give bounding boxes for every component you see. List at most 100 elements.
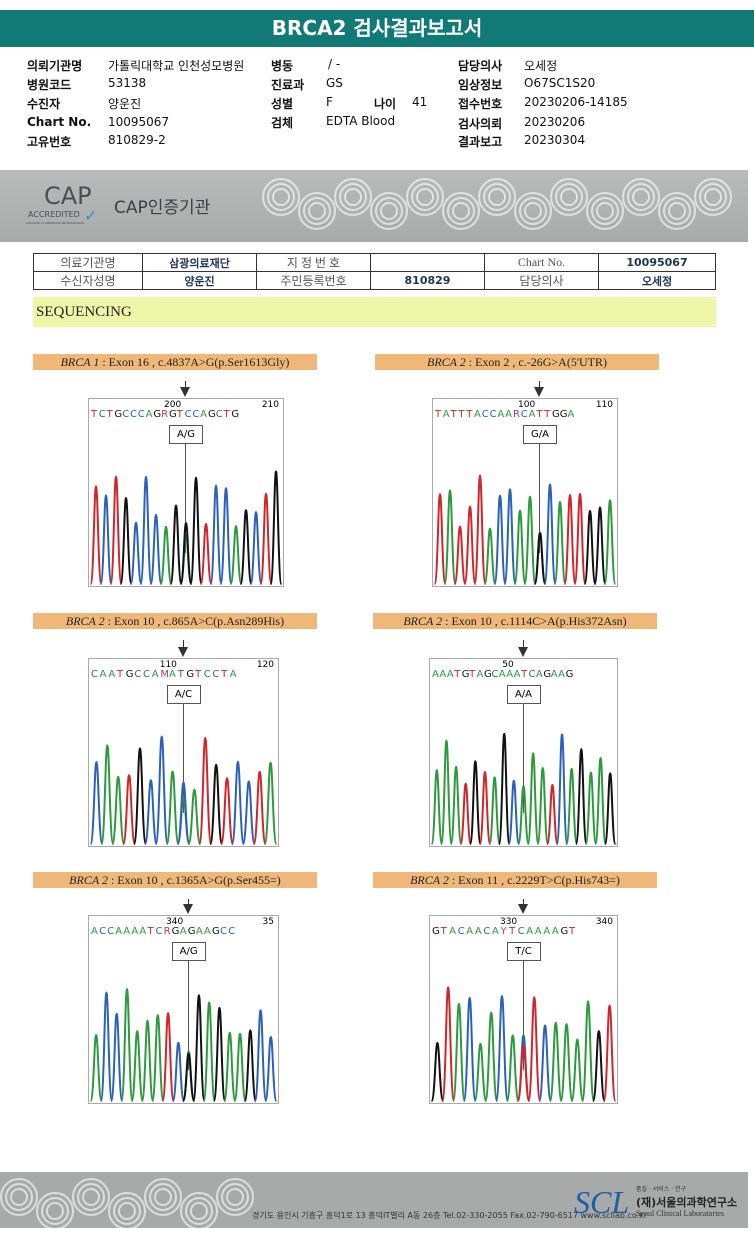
base-call: G [543, 669, 554, 680]
trace-peak [99, 494, 113, 585]
base-call: A [528, 409, 538, 420]
base-call: A [506, 669, 516, 680]
cell: 주민등록번호 [256, 271, 371, 290]
base-call: T [223, 409, 232, 420]
base-call: C [481, 409, 491, 420]
wave-curl [488, 188, 506, 206]
trace-peak [603, 499, 617, 585]
trace-peak [430, 769, 444, 845]
arrow-icon [517, 640, 528, 657]
patient-info: 의뢰기관명 가톨릭대학교 인천성모병원 병원코드 53138 수진자 양운진 Char… [0, 0, 754, 160]
trace-peak [462, 996, 477, 1102]
trace-peak [249, 511, 263, 585]
info-label: 병원코드 [27, 78, 72, 92]
cell: 오세정 [598, 271, 716, 290]
base-call: T [454, 669, 463, 680]
trace-peak [440, 739, 453, 845]
trace-peak [463, 505, 477, 585]
base-call: A [145, 409, 155, 420]
wave-curl [550, 178, 588, 216]
base-call: A [543, 926, 553, 937]
trace-peak [517, 785, 530, 845]
base-call: C [134, 669, 144, 680]
trace-plot [89, 735, 278, 845]
base-call: A [526, 926, 536, 937]
arrow-icon [180, 381, 190, 397]
trace-peak [202, 1001, 216, 1102]
trace-peak [591, 1030, 606, 1102]
gene-name: BRCA 2 [410, 873, 449, 887]
base-call: C [483, 926, 493, 937]
base-call: C [98, 409, 108, 420]
trace-peak [111, 775, 126, 845]
base-call: C [91, 669, 101, 680]
info-label: 접수번호 [458, 97, 503, 111]
wave-curl [149, 1183, 177, 1211]
trace-peak [453, 525, 467, 585]
variant-desc: : Exon 16 , c.4837A>G(p.Ser1613Gly) [99, 355, 290, 369]
wave-curl [180, 1192, 218, 1228]
trace-peak [89, 485, 103, 585]
wave-curl [694, 178, 732, 216]
scl-logo: SCL [574, 1184, 630, 1220]
base-call: C [457, 926, 467, 937]
position-number: 330 [499, 917, 518, 927]
trace-peak [189, 476, 203, 585]
trace-peak [563, 494, 577, 585]
gene-name: BRCA 2 [403, 614, 443, 628]
genotype-box: A/A [506, 685, 541, 704]
trace-peak [241, 780, 256, 845]
base-call: C [228, 926, 238, 937]
base-call: G [171, 926, 182, 937]
cell: Chart No. [484, 253, 599, 272]
trace-peak [165, 770, 180, 845]
wave-curl [663, 197, 691, 225]
base-call: C [517, 926, 527, 937]
gene-name: BRCA 2 [69, 873, 108, 887]
trace-peak [223, 1031, 237, 1102]
wave-curl [190, 1202, 208, 1220]
trace-peak [171, 1041, 186, 1102]
info-label: 검체 [271, 116, 294, 130]
wave-curl [303, 197, 331, 225]
trace-peak [233, 1032, 247, 1102]
trace-peak [469, 760, 482, 845]
position-number: 35 [262, 917, 274, 927]
info-value: EDTA Blood [326, 114, 396, 128]
cell [370, 253, 485, 272]
position-number: 340 [166, 917, 184, 927]
trace-peak [220, 777, 235, 845]
wave-curl [370, 192, 408, 230]
wave-curl [447, 197, 475, 225]
base-call: G [461, 669, 472, 680]
trace-peak [176, 781, 191, 845]
footer-org-en: Seoul Clinical Laboratories [636, 1209, 724, 1218]
trace-peak [559, 1023, 574, 1102]
info-value: 양운진 [108, 97, 142, 111]
trace-peak [513, 509, 527, 585]
wave-curl [411, 183, 439, 211]
wave-curl [555, 183, 583, 211]
wave-curl [704, 188, 722, 206]
base-call: A [442, 409, 452, 420]
position-number: 340 [595, 917, 613, 927]
trace-peak [132, 747, 147, 845]
trace-peak [602, 1004, 617, 1102]
wave-curl [221, 1183, 249, 1211]
base-call: A [474, 926, 484, 937]
trace-peak [140, 1019, 155, 1102]
trace-peak [493, 494, 507, 585]
base-call: T [509, 926, 518, 937]
position-number: 110 [595, 400, 613, 410]
wave-curl [0, 1178, 38, 1216]
base-call: C [99, 926, 109, 937]
wave-curl [591, 197, 619, 225]
info-value: F [326, 95, 333, 109]
base-call: T [435, 409, 444, 420]
trace-peak [443, 489, 457, 585]
base-call: A [513, 669, 523, 680]
trace-peak [575, 748, 588, 845]
footer-address: 경기도 용인시 기흥구 흥덕1로 13 흥덕IT밸리 A동 26층 Tel.02… [252, 1211, 648, 1220]
wave-curl [5, 1183, 33, 1211]
check-icon: ✓ [84, 206, 98, 225]
